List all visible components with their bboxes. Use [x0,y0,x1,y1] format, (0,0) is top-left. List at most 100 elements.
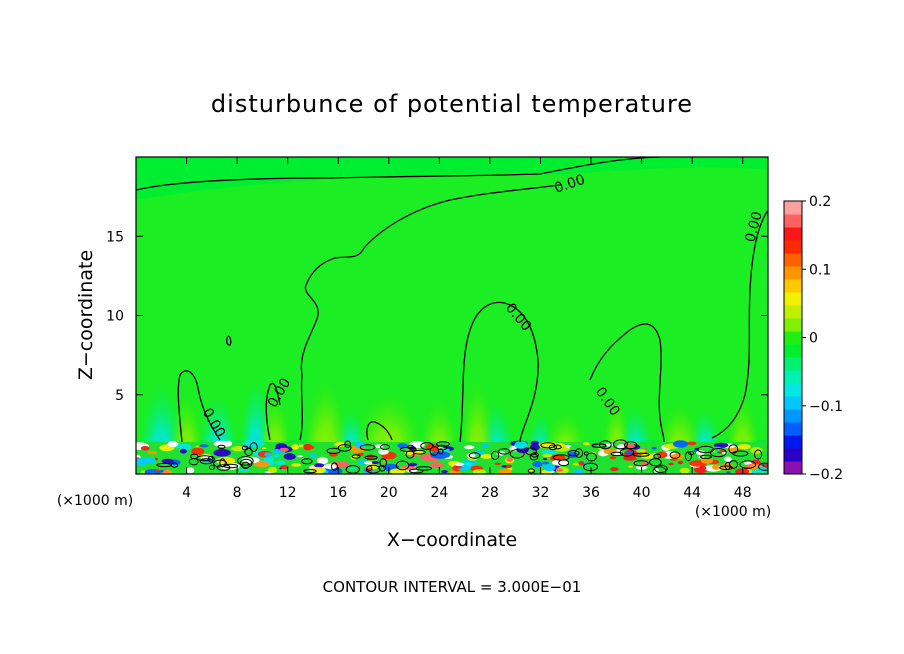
turbulence-contour [223,463,239,469]
turbulence-contour [468,452,481,459]
x-axis-title: X−coordinate [387,529,517,551]
colorbar-swatch [784,370,802,384]
y-axis-title: Z−coordinate [75,250,97,380]
turbulence-cell [316,457,329,465]
turbulence-contour [739,460,757,469]
colorbar-swatch [784,227,802,241]
chart-title: disturbunce of potential temperature [211,90,693,118]
turbulence-contour [598,440,612,450]
x-tick-label: 20 [380,485,398,501]
turbulence-cell [642,447,647,450]
turbulence-cell [154,457,159,461]
turbulence-contour [633,460,649,467]
x-tick-label: 48 [734,485,752,501]
turbulence-cell [737,444,751,450]
turbulence-cell [763,464,768,468]
turbulence-contour [170,462,179,468]
turbulence-cell [364,461,373,465]
turbulence-contour [754,449,763,460]
turbulence-cell [349,466,357,470]
turbulence-cell [542,461,550,465]
turbulence-cell [628,465,633,468]
colorbar-swatch [784,344,802,358]
turbulence-cell [463,445,475,450]
turbulence-contour [409,468,424,474]
x-tick-label: 36 [582,485,600,501]
contour-label: 0.00 [742,210,766,244]
turbulence-contour [709,448,727,458]
turbulence-cell [309,467,326,474]
turbulence-contour [301,458,313,465]
turbulence-cell [687,441,697,446]
colorbar-swatch [784,201,802,215]
turbulence-cell [466,453,476,458]
turbulence-cell [309,453,318,458]
x-tick-label: 40 [633,485,651,501]
x-tick-label: 8 [233,485,242,501]
warm-patch [305,339,346,474]
turbulence-cell [430,451,451,459]
turbulence-cell [473,450,486,455]
x-axis: 4 8 12 16 20 24 28 32 36 40 44 48 [182,157,752,501]
contour-lines [136,157,768,443]
colorbar-swatch [784,448,802,462]
colorbar-swatch [784,461,802,475]
turbulence-cell [635,449,647,453]
colorbar-tick-label: 0 [809,331,818,347]
colorbar-swatch [784,331,802,345]
turbulence-contour [345,465,360,474]
turbulence-cell [695,450,705,456]
turbulence-cell [543,463,556,472]
turbulence-cell [213,449,231,457]
turbulence-contour [436,441,450,447]
turbulence-cell [565,444,572,448]
y-axis: 5 10 15 [106,229,768,404]
turbulence-cell [578,461,585,466]
turbulence-contour [558,459,570,467]
turbulence-cell [147,450,158,455]
contour-line-small-12 [265,382,281,441]
turbulence-contour [303,469,317,474]
colorbar-swatch [784,253,802,267]
turbulence-contour [379,458,388,468]
turbulence-contour [624,441,638,450]
turbulence-cell [273,454,280,458]
turbulence-cell [625,450,634,455]
turbulence-contour [407,444,415,450]
turbulence-cell [726,471,731,474]
turbulence-contour [732,450,749,457]
turbulence-contour [331,462,338,471]
colorbar-swatch [784,214,802,228]
turbulence-cell [494,462,502,465]
turbulence-cell [542,458,548,461]
turbulence-cell [279,465,289,470]
turbulence-cell [264,452,272,457]
turbulence-contour [196,455,214,462]
turbulence-contour [249,442,258,453]
turbulence-cell [267,466,278,474]
colorbar-tick-label: −0.1 [809,399,843,415]
contour-line-small-left [226,335,232,346]
turbulence-contour [728,460,739,469]
colorbar-swatch [784,305,802,319]
turbulence-cell [542,453,553,458]
turbulence-cell [482,443,489,448]
turbulence-cell [291,463,302,467]
turbulence-cell [161,458,174,464]
plot-area: 0.00 0.00 0.00 0.00 0.00 0.00 [136,157,768,474]
y-tick-label: 15 [106,229,124,245]
x-tick-label: 44 [683,485,701,501]
turbulence-cell [610,467,619,472]
turbulence-cell [274,460,287,466]
colorbar-swatch [784,383,802,397]
turbulence-contour [380,444,390,450]
turbulence-cell [136,458,148,466]
x-tick-label: 4 [182,485,191,501]
contour-line-column-28 [459,301,539,443]
turbulence-contour [652,466,667,474]
turbulence-contour [351,454,361,459]
colorbar-swatch [784,292,802,306]
contour-line-left [177,370,221,443]
turbulence-cell [480,454,493,459]
